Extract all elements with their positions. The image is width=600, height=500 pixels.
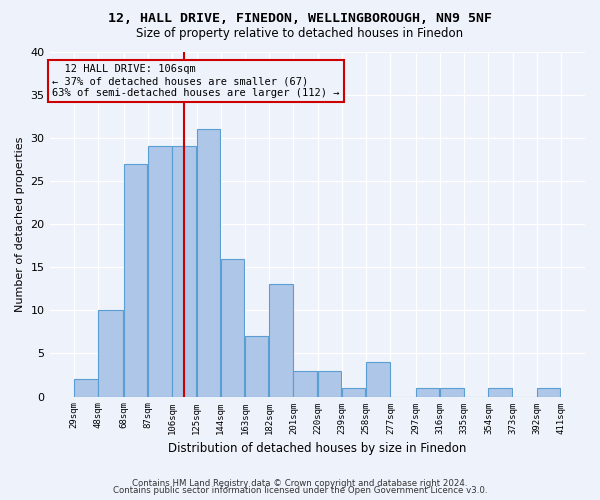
Bar [124, 164, 148, 396]
Bar [488, 388, 512, 396]
X-axis label: Distribution of detached houses by size in Finedon: Distribution of detached houses by size … [168, 442, 466, 455]
Bar [317, 370, 341, 396]
Bar [269, 284, 293, 397]
Bar [245, 336, 268, 396]
Y-axis label: Number of detached properties: Number of detached properties [15, 136, 25, 312]
Text: Contains HM Land Registry data © Crown copyright and database right 2024.: Contains HM Land Registry data © Crown c… [132, 478, 468, 488]
Bar [74, 380, 98, 396]
Bar [221, 258, 244, 396]
Bar [416, 388, 439, 396]
Text: Size of property relative to detached houses in Finedon: Size of property relative to detached ho… [136, 28, 464, 40]
Bar [148, 146, 172, 396]
Bar [366, 362, 389, 396]
Bar [440, 388, 464, 396]
Text: Contains public sector information licensed under the Open Government Licence v3: Contains public sector information licen… [113, 486, 487, 495]
Bar [537, 388, 560, 396]
Bar [172, 146, 196, 396]
Text: 12 HALL DRIVE: 106sqm
← 37% of detached houses are smaller (67)
63% of semi-deta: 12 HALL DRIVE: 106sqm ← 37% of detached … [52, 64, 340, 98]
Text: 12, HALL DRIVE, FINEDON, WELLINGBOROUGH, NN9 5NF: 12, HALL DRIVE, FINEDON, WELLINGBOROUGH,… [108, 12, 492, 26]
Bar [293, 370, 317, 396]
Bar [197, 129, 220, 396]
Bar [98, 310, 123, 396]
Bar [342, 388, 365, 396]
